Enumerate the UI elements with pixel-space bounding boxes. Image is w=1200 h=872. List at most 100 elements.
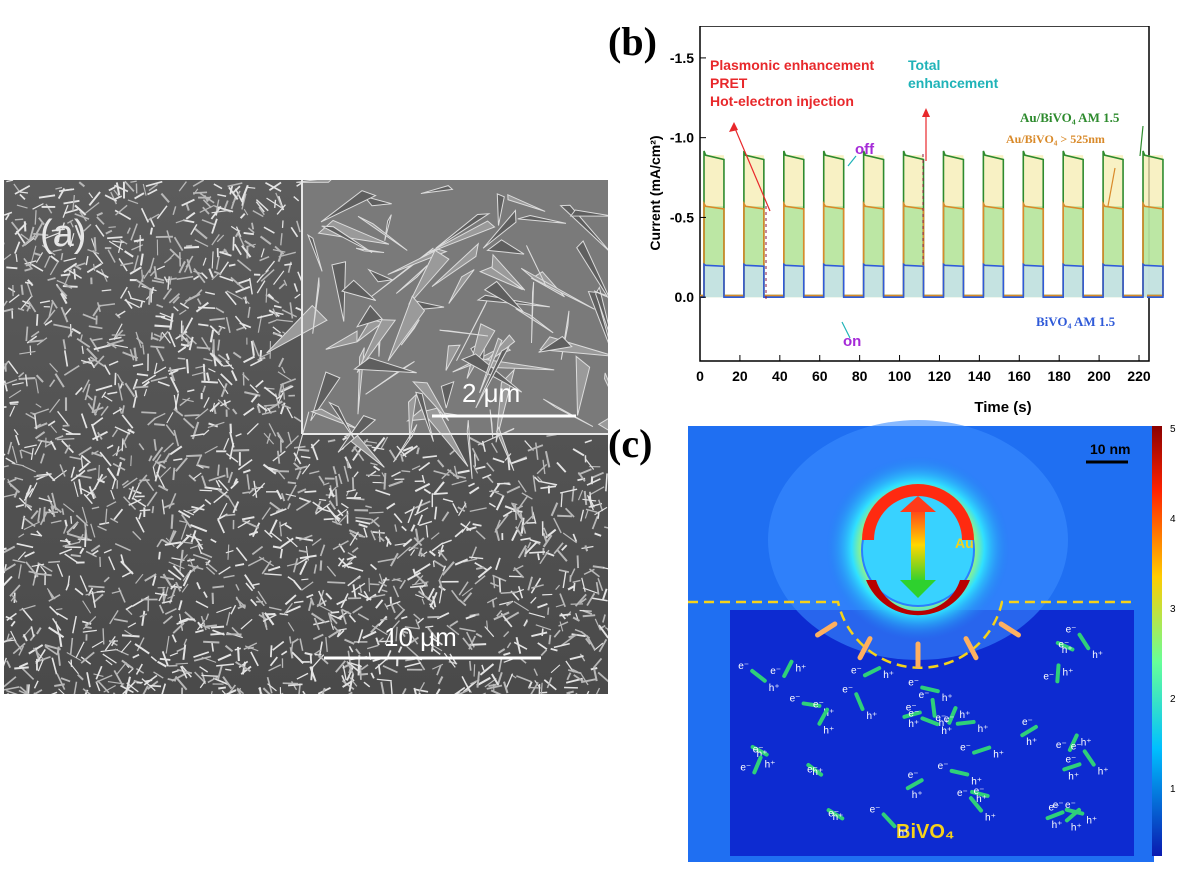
panel-c-letter: (c) [608,421,653,466]
carrier-arrow [1067,733,1079,752]
electron-label: e⁻ [938,761,949,772]
main-scale-label: 10 μm [384,622,457,652]
carrier-arrow [1045,810,1065,821]
electron-label: e⁻ [908,708,919,719]
band-2 [1143,265,1163,298]
nanoflake-texture [4,180,608,694]
arrow-au-525 [1107,167,1116,207]
electron-label: e⁻ [960,743,971,754]
carrier-arrow [968,796,984,813]
x-tick-label: 100 [888,368,912,384]
panel-a-letter: (a) [40,213,86,255]
x-tick-label: 40 [772,368,788,384]
electron-label: e⁻ [770,666,781,677]
hole-label: h⁺ [1052,820,1063,831]
x-tick-label: 20 [732,368,748,384]
annotation-on: on [843,333,861,350]
hole-label: h⁺ [812,767,823,778]
x-tick-label: 140 [968,368,992,384]
sem-image: 2 μm 10 μm (a) [4,180,608,694]
hole-label: h⁺ [765,760,776,771]
hole-label: h⁺ [1071,822,1082,833]
arrow-plasmonic [733,125,771,212]
electron-label: e⁻ [919,690,930,701]
interface-line [688,600,1134,670]
hole-label: h⁺ [971,776,982,787]
y-tick-label: -1.5 [670,50,694,66]
hole-label: h⁺ [1081,737,1092,748]
band-2 [983,265,1004,298]
colorbar-tick-label: 4 [1170,514,1176,525]
electron-label: e⁻ [1043,671,1054,682]
charge-carriers: e⁻h⁺e⁻h⁺e⁻ h⁺e⁻h⁺e⁻h⁺e⁻h⁺e⁻h⁺e⁻h⁺e⁻h⁺e⁻ h⁺… [738,625,1108,839]
colorbar-tick-label: 1 [1170,784,1176,795]
electron-label: e⁻ [1071,741,1082,752]
series-lines [700,150,1164,298]
annotation-total-2: enhancement [908,75,999,91]
electron-label: e⁻ [851,665,862,676]
legend-bivo4: BiVO₄ AM 1.5 [1036,314,1116,329]
carrier-arrow [854,692,865,712]
hole-label: h⁺ [1086,816,1097,827]
electron-label: e⁻ [1065,754,1076,765]
carrier-arrow [972,745,992,755]
shaded-bands [703,155,1163,298]
carrier-arrow [947,706,958,725]
hole-label: h⁺ [978,724,989,735]
electron-label: e⁻ [908,770,919,781]
electron-label: e⁻ [790,693,801,704]
hot-arrow [963,636,979,661]
carrier-arrow [1062,762,1082,772]
plasmon-arrow [911,508,925,582]
carrier-arrow [1064,807,1085,816]
carrier-arrow [782,659,794,678]
band-2 [743,265,764,298]
hole-label: h⁺ [1062,645,1073,656]
hole-label: h⁺ [823,726,834,737]
carrier-arrow [1020,724,1038,738]
sem-texture: 2 μm 10 μm (a) [4,180,608,694]
hole-label: h⁺ [1063,667,1074,678]
panel-b-letter: (b) [608,19,657,64]
colorbar-tick-label: 5 [1170,424,1176,435]
carrier-arrow [970,789,990,798]
hole-label: h⁺ [942,693,953,704]
hole-label: h⁺ [1098,767,1109,778]
arrow-off [847,155,857,167]
carrier-arrow [1077,632,1091,651]
electron-label: e⁻ [957,788,968,799]
arrow-on [841,321,851,339]
inset-scale-label: 2 μm [462,378,520,408]
electron-label: e⁻ [870,804,881,815]
carrier-arrow [826,808,845,821]
hot-arrow [815,621,838,638]
scale-bar-c-label: 10 nm [1090,441,1130,457]
carrier-arrow [920,685,940,694]
electron-label: e⁻ [1053,800,1064,811]
band-2 [943,265,964,298]
carrier-arrow [955,719,976,726]
hole-label: h⁺ [1068,771,1079,782]
hole-label: h⁺ [866,711,877,722]
carrier-arrow [949,768,970,777]
carrier-arrow [817,707,830,726]
series-line-1 [700,200,1164,297]
carrier-arrow [750,744,769,757]
axes: 0 20 40 60 80 100 120 140 160 180 200 220 0.0 -0.5 -1.… [670,50,1151,384]
y-axis-label: Current (mA/cm²) [647,135,663,250]
carrier-arrow [1082,749,1096,767]
hole-label: h⁺ [795,664,806,675]
band-2 [903,265,924,298]
electron-label: e⁻ [1049,802,1060,813]
carrier-arrow [801,701,822,708]
band-2 [1103,265,1124,298]
y-tick-label: -0.5 [670,209,694,225]
hot-electron-arrows [815,621,1021,669]
carrier-arrow [905,778,924,791]
annotation-total: Total [908,57,940,73]
colorbar-ticks: 5 4 3 2 1 [1170,424,1176,795]
electron-label: e⁻ [807,765,818,776]
colorbar-tick-label: 3 [1170,604,1176,615]
hole-label: h⁺ [939,718,950,729]
electron-label: e⁻ [1065,800,1076,811]
